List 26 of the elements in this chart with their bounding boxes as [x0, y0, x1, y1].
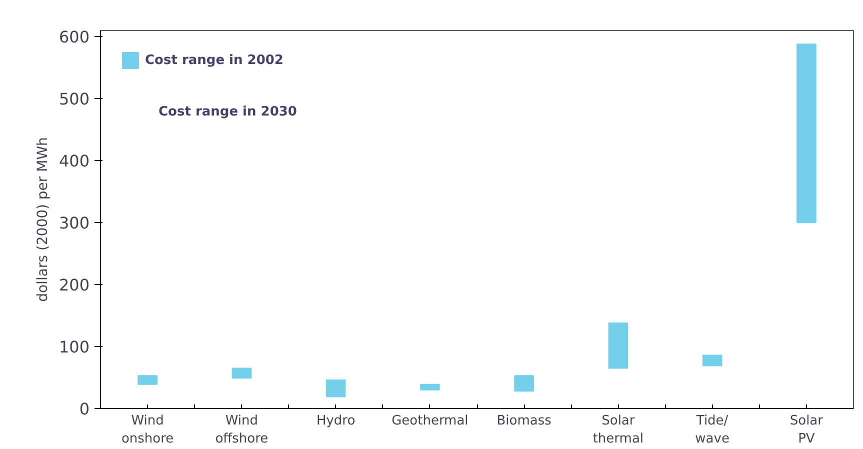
y-tick-label: 400: [58, 152, 90, 171]
x-tick-label: Biomass: [496, 414, 552, 428]
bar: [796, 44, 816, 224]
y-tick-label: 600: [58, 28, 90, 47]
bar: [608, 322, 628, 369]
bar: [326, 379, 346, 398]
bar: [138, 375, 158, 385]
y-tick-label: 200: [58, 276, 90, 295]
y-tick-label: 500: [58, 90, 90, 109]
bar: [514, 375, 534, 392]
bar: [702, 354, 722, 366]
x-tick-label: Wind offshore: [215, 414, 268, 446]
x-tick-label: Solar thermal: [592, 414, 644, 446]
bar: [232, 368, 252, 379]
x-tick-label: Geothermal: [392, 414, 468, 428]
annotation: Cost range in 2030: [158, 104, 297, 120]
y-tick-label: 300: [58, 214, 90, 233]
legend-label: Cost range in 2002: [145, 52, 284, 68]
x-tick-label: Solar PV: [790, 414, 824, 446]
bar: [420, 384, 440, 390]
x-tick-label: Hydro: [316, 414, 356, 428]
y-tick-label: 100: [58, 338, 90, 357]
y-tick-label: 0: [79, 400, 90, 418]
x-tick-label: Wind onshore: [121, 414, 174, 446]
x-tick-label: Tide/ wave: [695, 414, 730, 446]
y-axis-title: dollars (2000) per MWh: [34, 137, 51, 302]
